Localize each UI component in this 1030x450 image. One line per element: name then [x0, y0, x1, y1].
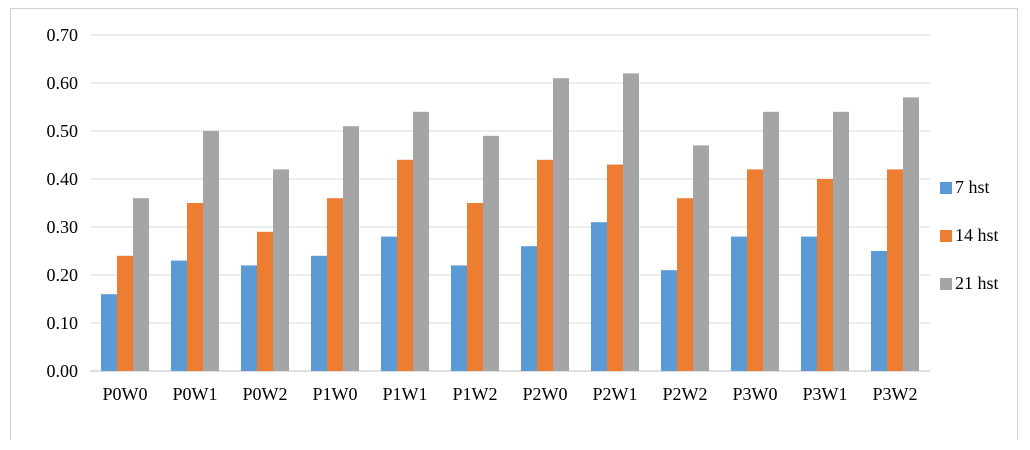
bar-21-hst: [273, 169, 289, 371]
bar-7-hst: [731, 236, 747, 371]
x-tick-label: P3W1: [803, 384, 848, 404]
bar-7-hst: [451, 265, 467, 371]
bar-21-hst: [693, 145, 709, 371]
bar-21-hst: [623, 73, 639, 372]
bar-14-hst: [117, 255, 133, 371]
bar-7-hst: [101, 294, 117, 371]
bar-14-hst: [257, 231, 273, 371]
y-tick-label: 0.70: [47, 25, 79, 45]
bar-7-hst: [871, 251, 887, 371]
x-tick-label: P3W2: [873, 384, 918, 404]
bar-7-hst: [661, 270, 677, 371]
bar-14-hst: [397, 159, 413, 371]
y-tick-label: 0.40: [47, 169, 79, 189]
bar-14-hst: [887, 169, 903, 371]
bar-7-hst: [171, 260, 187, 371]
y-tick-label: 0.10: [47, 313, 79, 333]
bar-21-hst: [483, 135, 499, 371]
bar-14-hst: [747, 169, 763, 371]
bar-7-hst: [311, 255, 327, 371]
x-tick-label: P2W2: [663, 384, 708, 404]
bar-7-hst: [381, 236, 397, 371]
x-tick-label: P1W2: [453, 384, 498, 404]
y-tick-label: 0.50: [47, 121, 79, 141]
legend-label: 7 hst: [955, 177, 990, 197]
bar-7-hst: [241, 265, 257, 371]
bar-21-hst: [343, 126, 359, 371]
y-tick-label: 0.00: [47, 361, 79, 381]
legend-swatch: [940, 230, 952, 242]
x-tick-label: P0W1: [173, 384, 218, 404]
bar-14-hst: [677, 198, 693, 371]
x-tick-label: P1W1: [383, 384, 428, 404]
chart-frame: [10, 8, 1018, 440]
bar-21-hst: [203, 131, 219, 371]
x-tick-label: P0W2: [243, 384, 288, 404]
bar-14-hst: [817, 179, 833, 371]
x-tick-label: P2W0: [523, 384, 568, 404]
x-tick-label: P0W0: [103, 384, 148, 404]
legend-swatch: [940, 182, 952, 194]
bar-21-hst: [833, 111, 849, 372]
bar-14-hst: [607, 164, 623, 371]
y-tick-label: 0.20: [47, 265, 79, 285]
bar-21-hst: [903, 97, 919, 372]
bar-21-hst: [763, 111, 779, 372]
bar-7-hst: [521, 246, 537, 371]
bar-7-hst: [591, 222, 607, 371]
bar-7-hst: [801, 236, 817, 371]
y-tick-label: 0.30: [47, 217, 79, 237]
bar-14-hst: [187, 203, 203, 371]
bar-21-hst: [413, 111, 429, 372]
legend-label: 14 hst: [955, 225, 999, 245]
bar-14-hst: [467, 203, 483, 371]
legend-label: 21 hst: [955, 273, 999, 293]
x-tick-label: P2W1: [593, 384, 638, 404]
x-tick-label: P3W0: [733, 384, 778, 404]
bar-21-hst: [553, 78, 569, 371]
x-tick-label: P1W0: [313, 384, 358, 404]
y-tick-label: 0.60: [47, 73, 79, 93]
legend-swatch: [940, 278, 952, 290]
bar-21-hst: [133, 198, 149, 371]
bar-14-hst: [327, 198, 343, 371]
bar-14-hst: [537, 159, 553, 371]
